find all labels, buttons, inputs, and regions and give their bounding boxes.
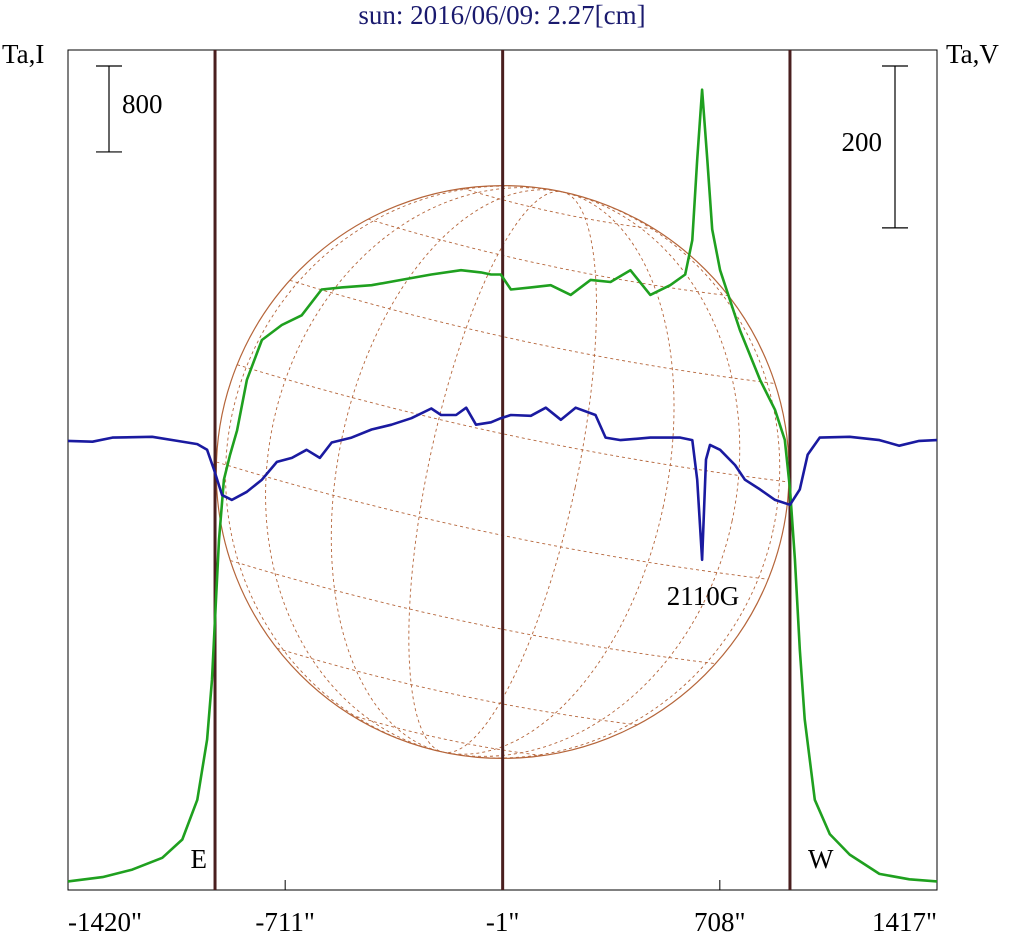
scale-bar	[882, 65, 908, 229]
limb-label: W	[808, 844, 834, 874]
x-tick-label: 708"	[694, 907, 746, 937]
annotation: 2110G	[667, 581, 740, 611]
parallel	[276, 647, 638, 726]
parallel	[216, 461, 769, 580]
parallel	[230, 560, 716, 665]
scale-bar-label: 800	[122, 89, 163, 119]
y2-axis-label: Ta,V	[946, 39, 999, 69]
limb-label: E	[191, 844, 208, 874]
parallel	[368, 218, 729, 297]
parallel	[289, 279, 776, 384]
chart-title: sun: 2016/06/09: 2.27[cm]	[358, 0, 645, 30]
y-axis-label: Ta,I	[2, 39, 44, 69]
parallel	[236, 364, 789, 483]
x-tick-label: -1420"	[68, 907, 142, 937]
x-tick-label: -1"	[486, 907, 520, 937]
scale-bar-label: 200	[842, 127, 883, 157]
x-tick-label: -711"	[255, 907, 315, 937]
parallel	[462, 187, 655, 230]
scale-bar	[96, 65, 122, 153]
parallel	[350, 714, 543, 757]
series-line	[67, 406, 938, 562]
x-tick-label: 1417"	[872, 907, 937, 937]
series-line	[67, 88, 938, 883]
